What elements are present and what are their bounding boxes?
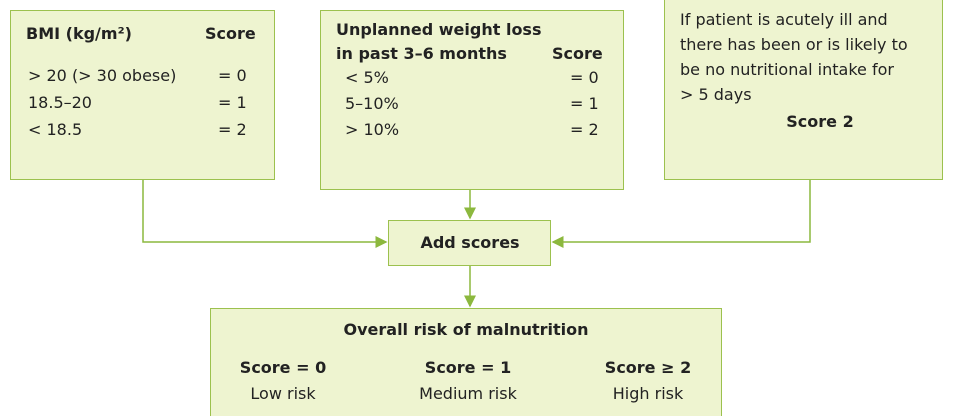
weight-loss-box <box>320 10 624 190</box>
acute-score: Score 2 <box>786 112 854 131</box>
row-score: = 2 <box>218 120 247 139</box>
add-label: Add scores <box>420 233 520 252</box>
risk-score: Score ≥ 2 <box>604 358 692 377</box>
risk-score: Score = 0 <box>239 358 327 377</box>
row-label: > 10% <box>345 120 400 139</box>
overall-title: Overall risk of malnutrition <box>343 320 589 339</box>
risk-level: High risk <box>612 384 684 403</box>
acute-line: be no nutritional intake for <box>680 60 894 79</box>
row-label: > 20 (> 30 obese) <box>28 66 177 85</box>
score-header: Score <box>205 24 256 43</box>
row-label: 5–10% <box>345 94 399 113</box>
acute-line: > 5 days <box>680 85 752 104</box>
row-label: < 5% <box>345 68 389 87</box>
acute-line: there has been or is likely to <box>680 35 908 54</box>
row-score: = 1 <box>218 93 247 112</box>
acute-line: If patient is acutely ill and <box>680 10 888 29</box>
row-label: 18.5–20 <box>28 93 92 112</box>
acute-box <box>664 0 943 180</box>
arrow <box>142 180 388 248</box>
bmi-header: BMI (kg/m²) <box>26 24 132 43</box>
risk-level: Low risk <box>250 384 316 403</box>
row-score: = 1 <box>570 94 599 113</box>
risk-score: Score = 1 <box>424 358 512 377</box>
wl-header: Unplanned weight loss <box>336 20 542 39</box>
score-header: Score <box>552 44 603 63</box>
bmi-box <box>10 10 275 180</box>
wl-header: in past 3–6 months <box>336 44 507 63</box>
row-label: < 18.5 <box>28 120 83 139</box>
add-box <box>388 220 551 266</box>
row-score: = 2 <box>570 120 599 139</box>
row-score: = 0 <box>218 66 247 85</box>
arrow <box>551 180 811 248</box>
risk-level: Medium risk <box>419 384 517 403</box>
row-score: = 0 <box>570 68 599 87</box>
overall-box <box>210 308 722 416</box>
